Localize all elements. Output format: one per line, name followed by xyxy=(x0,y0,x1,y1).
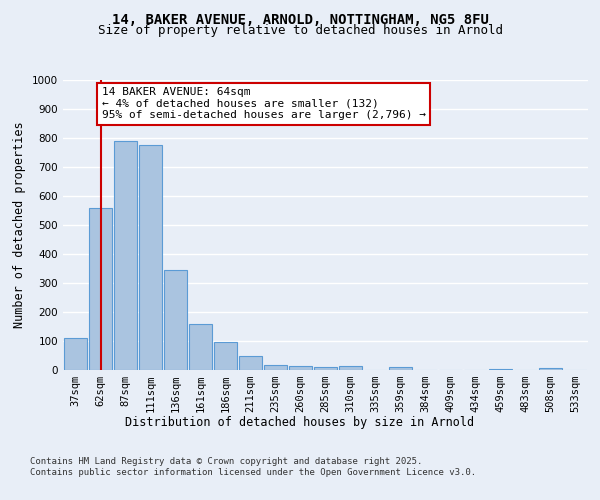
Bar xyxy=(139,145,163,370)
Bar xyxy=(239,356,262,370)
Text: Contains HM Land Registry data © Crown copyright and database right 2025.
Contai: Contains HM Land Registry data © Crown c… xyxy=(30,458,476,477)
Bar xyxy=(263,365,287,370)
Bar xyxy=(164,270,187,370)
Bar xyxy=(389,366,412,370)
Bar xyxy=(188,324,212,370)
Y-axis label: Number of detached properties: Number of detached properties xyxy=(13,122,26,328)
Text: Distribution of detached houses by size in Arnold: Distribution of detached houses by size … xyxy=(125,416,475,429)
Text: 14 BAKER AVENUE: 64sqm
← 4% of detached houses are smaller (132)
95% of semi-det: 14 BAKER AVENUE: 64sqm ← 4% of detached … xyxy=(102,87,426,120)
Bar xyxy=(314,366,337,370)
Text: 14, BAKER AVENUE, ARNOLD, NOTTINGHAM, NG5 8FU: 14, BAKER AVENUE, ARNOLD, NOTTINGHAM, NG… xyxy=(112,12,488,26)
Bar xyxy=(488,368,512,370)
Bar xyxy=(338,366,362,370)
Text: Size of property relative to detached houses in Arnold: Size of property relative to detached ho… xyxy=(97,24,503,37)
Bar xyxy=(89,208,112,370)
Bar xyxy=(214,342,238,370)
Bar xyxy=(64,338,88,370)
Bar xyxy=(113,141,137,370)
Bar xyxy=(539,368,562,370)
Bar xyxy=(289,366,313,370)
